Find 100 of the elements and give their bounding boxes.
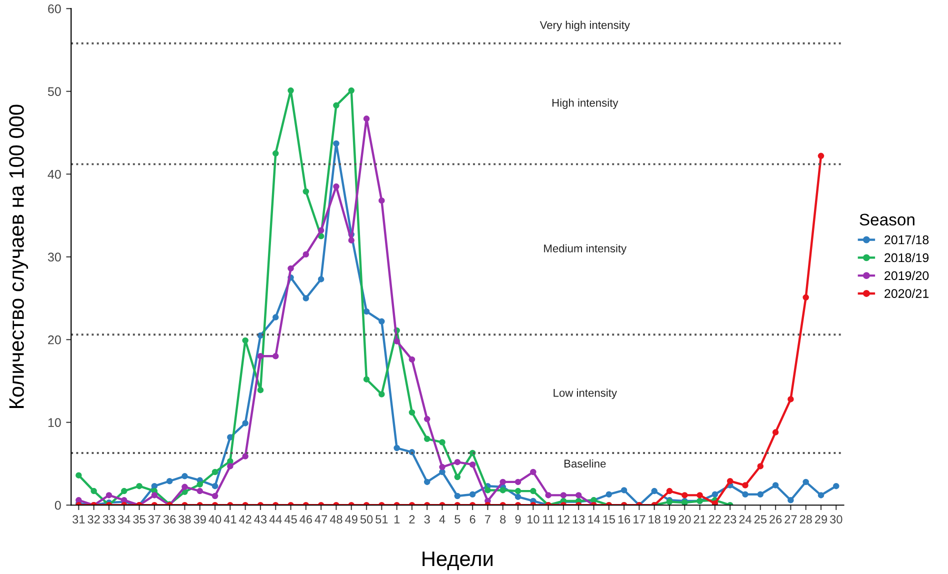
point (454, 492, 461, 500)
x-tick-label: 23 (724, 515, 736, 524)
x-tick-label: 33 (102, 515, 116, 524)
x-tick-label: 21 (694, 515, 706, 524)
point (182, 473, 188, 480)
point (772, 482, 779, 488)
y-tick-label: 20 (48, 335, 61, 344)
point (166, 478, 173, 484)
point (378, 197, 385, 204)
point (757, 491, 764, 498)
point (227, 458, 234, 464)
point (802, 478, 809, 486)
x-tick-label: 43 (254, 515, 267, 524)
y-tick-label: 0 (54, 500, 61, 510)
point (196, 488, 203, 494)
x-tick-label: 16 (618, 515, 630, 524)
point (424, 478, 430, 486)
y-axis-title: Количество случаев на 100 000 (9, 104, 28, 408)
x-tick-label: 14 (588, 515, 600, 524)
x-tick-label: 9 (515, 515, 521, 524)
point (424, 436, 430, 442)
point (682, 492, 688, 498)
point (788, 497, 794, 504)
point (106, 492, 112, 498)
x-tick-label: 2 (409, 515, 415, 524)
point (378, 318, 385, 325)
point (742, 482, 748, 488)
point (484, 487, 491, 494)
x-tick-label: 49 (345, 515, 358, 524)
point (757, 463, 764, 470)
point (606, 491, 612, 498)
x-tick-label: 13 (572, 515, 585, 524)
point (272, 353, 279, 360)
legend-label: 2020/21 (884, 288, 929, 298)
x-tick-label: 47 (314, 515, 328, 524)
point (318, 276, 324, 282)
point (288, 265, 294, 272)
point (242, 420, 248, 426)
point (620, 487, 628, 494)
point (439, 464, 446, 470)
point (788, 396, 794, 402)
point (742, 491, 748, 498)
point (272, 150, 279, 157)
x-tick-label: 5 (454, 515, 460, 524)
x-tick-label: 34 (118, 515, 130, 524)
x-tick-label: 39 (194, 515, 206, 524)
x-tick-label: 35 (133, 515, 146, 524)
point (90, 488, 97, 494)
x-tick-label: 32 (88, 515, 100, 524)
point (333, 102, 340, 109)
point (333, 183, 340, 190)
x-tick-label: 12 (558, 515, 570, 524)
point (348, 87, 354, 94)
x-tick-label: 1 (394, 515, 400, 524)
point (408, 409, 416, 416)
x-tick-label: 7 (485, 515, 490, 524)
annotation: Low intensity (554, 388, 617, 399)
x-tick-label: 36 (163, 515, 176, 524)
point (696, 492, 703, 498)
x-tick-label: 28 (800, 515, 812, 524)
x-tick-label: 26 (770, 515, 782, 524)
y-tick-label: 40 (48, 170, 61, 179)
point (333, 140, 340, 147)
point (666, 488, 673, 494)
point (439, 468, 446, 476)
point (394, 444, 400, 452)
point (76, 472, 82, 478)
x-tick-label: 27 (784, 515, 797, 524)
point (500, 487, 506, 494)
x-tick-label: 19 (664, 515, 676, 524)
point (408, 356, 416, 363)
point (378, 391, 385, 398)
point (514, 494, 522, 500)
x-tick-label: 40 (208, 515, 222, 524)
point (196, 481, 203, 488)
point (500, 478, 506, 486)
x-tick-label: 15 (603, 515, 615, 524)
point (712, 491, 718, 498)
point (212, 482, 218, 490)
x-tick-label: 10 (527, 515, 540, 524)
point (348, 237, 354, 244)
point (318, 227, 324, 234)
point (712, 500, 718, 506)
y-tick-label: 10 (48, 418, 61, 428)
point (227, 463, 234, 470)
point (151, 482, 158, 490)
x-tick-label: 38 (178, 515, 191, 524)
annotation: Very high intensity (540, 20, 630, 32)
x-tick-label: 22 (708, 515, 721, 524)
point (560, 492, 567, 498)
point (818, 492, 824, 498)
x-tick-label: 51 (376, 515, 388, 524)
x-tick-label: 44 (269, 515, 282, 524)
point (439, 439, 446, 446)
point (514, 478, 522, 486)
point (454, 458, 461, 466)
point (212, 492, 218, 500)
point (514, 488, 522, 494)
point (545, 492, 552, 498)
point (288, 87, 294, 94)
